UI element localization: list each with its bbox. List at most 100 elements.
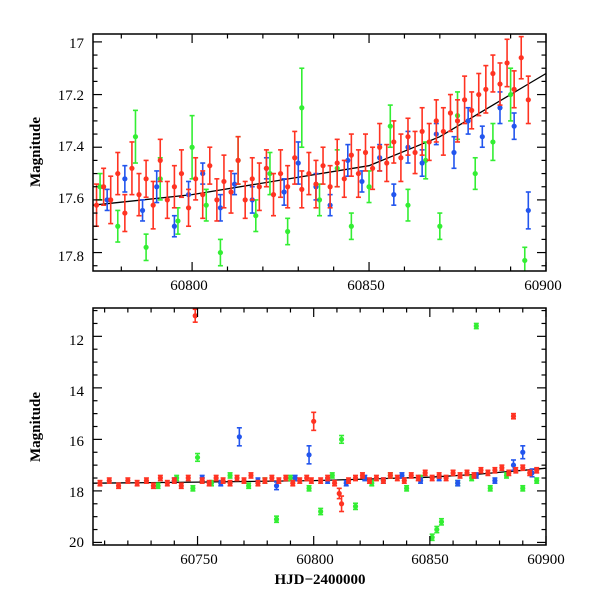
bottom-y-tick-label: 20 xyxy=(69,535,84,551)
red-data-point xyxy=(157,475,163,481)
blue-data-point xyxy=(345,157,351,163)
red-data-point xyxy=(457,472,463,479)
blue-data-point xyxy=(281,189,287,195)
red-data-point xyxy=(214,197,220,203)
red-data-point xyxy=(106,477,112,484)
blue-data-point xyxy=(122,176,128,182)
red-data-point xyxy=(336,490,342,497)
red-data-point xyxy=(283,475,289,481)
red-data-point xyxy=(221,178,227,185)
green-data-point xyxy=(522,257,528,264)
top-panel: 60800 60850 60900 17 17.2 17.4 17.6 17.8… xyxy=(28,33,562,294)
top-y-tick-label: 17.4 xyxy=(58,139,85,155)
green-data-point xyxy=(534,477,540,484)
blue-data-point xyxy=(171,223,177,229)
red-data-point xyxy=(193,176,199,182)
blue-data-point xyxy=(273,483,280,489)
green-data-point xyxy=(253,213,259,219)
red-data-point xyxy=(422,470,428,476)
red-data-point xyxy=(412,149,418,156)
bottom-x-tick-label: 60850 xyxy=(411,552,449,568)
red-data-point xyxy=(157,157,163,163)
red-data-point xyxy=(348,152,354,158)
red-data-point xyxy=(377,144,383,150)
blue-data-point xyxy=(217,205,224,211)
green-data-point xyxy=(490,139,496,145)
green-data-point xyxy=(316,197,323,203)
green-data-point xyxy=(404,485,410,491)
red-data-point xyxy=(290,480,296,486)
red-data-point xyxy=(492,467,498,473)
red-data-point xyxy=(150,202,156,208)
red-data-point xyxy=(122,210,128,216)
top-y-axis-title: Magnitude xyxy=(28,117,44,187)
red-data-point xyxy=(276,477,282,484)
red-data-point xyxy=(359,472,366,479)
green-data-point xyxy=(387,123,393,129)
top-y-tick-label: 17.8 xyxy=(58,249,84,265)
blue-data-point xyxy=(359,178,365,185)
green-data-point xyxy=(487,485,493,491)
red-data-point xyxy=(206,480,212,486)
red-data-point xyxy=(249,176,255,182)
blue-data-point xyxy=(295,160,301,166)
red-data-point xyxy=(497,81,503,87)
red-data-point xyxy=(369,165,376,171)
red-data-point xyxy=(220,477,226,484)
blue-data-point xyxy=(391,192,397,198)
red-data-point xyxy=(292,155,298,161)
red-data-point xyxy=(313,181,319,187)
red-data-point xyxy=(525,97,531,103)
green-data-point xyxy=(352,503,359,509)
green-data-point xyxy=(306,485,312,491)
red-data-point xyxy=(510,413,517,419)
red-data-point xyxy=(518,55,524,61)
red-data-point xyxy=(178,170,185,177)
red-data-point xyxy=(338,501,345,507)
green-data-point xyxy=(217,249,224,256)
red-data-point xyxy=(248,472,254,479)
red-data-point xyxy=(454,118,461,124)
blue-data-point xyxy=(154,184,160,190)
bottom-x-tick-label: 60750 xyxy=(180,552,218,568)
bottom-x-tick-label: 60800 xyxy=(296,552,334,568)
green-data-point xyxy=(189,144,195,150)
red-data-point xyxy=(285,184,291,190)
red-data-point xyxy=(436,472,442,479)
blue-data-point xyxy=(492,477,498,484)
red-data-point xyxy=(387,472,393,479)
red-data-point xyxy=(164,197,170,203)
blue-data-point xyxy=(497,105,503,111)
red-data-point xyxy=(415,475,421,481)
red-data-point xyxy=(341,176,347,182)
red-data-point xyxy=(164,480,170,486)
red-data-point xyxy=(185,475,191,481)
red-data-point xyxy=(320,163,326,169)
green-data-point xyxy=(273,516,280,522)
bottom-plot-content xyxy=(93,308,546,542)
green-data-point xyxy=(246,483,252,489)
red-data-point xyxy=(171,477,177,484)
red-data-point xyxy=(332,480,338,486)
red-data-point xyxy=(327,184,333,190)
red-data-point xyxy=(391,139,397,145)
top-x-tick-label: 60850 xyxy=(347,278,385,294)
red-data-point xyxy=(527,470,533,476)
red-data-point xyxy=(440,128,446,135)
green-data-point xyxy=(285,228,291,235)
blue-data-point xyxy=(511,123,517,129)
top-plot-content xyxy=(93,35,546,271)
red-data-point xyxy=(394,475,400,481)
red-data-point xyxy=(263,165,270,171)
red-data-point xyxy=(362,149,369,156)
blue-data-point xyxy=(455,480,461,486)
red-data-point xyxy=(213,475,219,481)
green-data-point xyxy=(437,223,443,229)
green-data-point xyxy=(329,472,335,479)
red-data-point xyxy=(471,472,477,479)
red-data-point xyxy=(462,97,468,103)
green-data-point xyxy=(190,485,196,491)
red-data-point xyxy=(366,477,373,484)
red-data-point xyxy=(299,186,305,192)
